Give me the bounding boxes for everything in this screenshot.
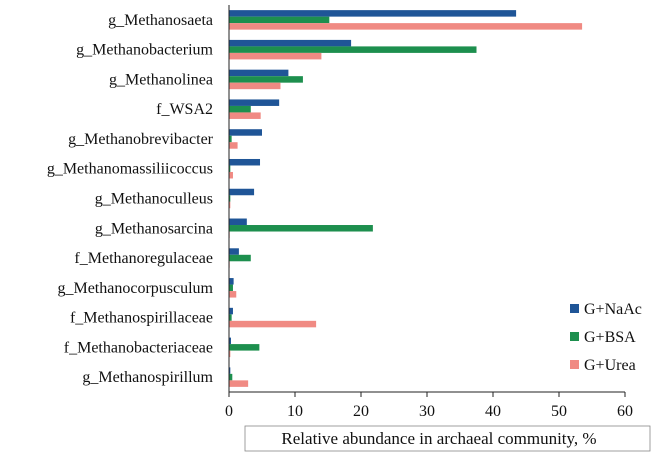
bar-g-naac-1 (229, 39, 352, 47)
category-label: g_Methanolinea (109, 71, 213, 88)
category-label: g_Methanobacterium (76, 42, 213, 59)
bar-g-urea-2 (229, 82, 281, 90)
category-label: f_Methanoregulaceae (74, 250, 213, 267)
category-label: g_Methanosarcina (95, 220, 213, 237)
legend-swatch-g-urea (570, 360, 579, 369)
bar-g-urea-5 (229, 171, 233, 179)
category-label: f_Methanobacteriaceae (64, 339, 213, 356)
bar-g-naac-6 (229, 188, 255, 196)
legend-label: G+Urea (584, 357, 636, 374)
category-label: g_Methanospirillum (82, 369, 213, 386)
bar-g-naac-12 (229, 367, 231, 374)
legend-swatch-g-naac (570, 304, 579, 313)
bar-g-urea-4 (229, 142, 238, 149)
x-tick-label: 20 (353, 403, 369, 420)
bar-g-naac-9 (229, 278, 234, 285)
bar-g-bsa-2 (229, 76, 303, 83)
x-tick-label: 0 (225, 403, 233, 420)
bar-g-naac-0 (229, 10, 517, 17)
bar-g-bsa-11 (229, 344, 260, 351)
x-axis-title: Relative abundance in archaeal community… (281, 429, 596, 448)
category-labels: g_Methanosaeta g_Methanobacterium g_Methan… (47, 12, 214, 386)
x-tick-label: 10 (287, 403, 303, 420)
bar-g-bsa-1 (229, 46, 477, 53)
bar-g-urea-10 (229, 320, 317, 328)
x-ticks: 0 10 20 30 40 50 60 (225, 392, 633, 420)
legend-label: G+BSA (584, 329, 636, 346)
category-label: g_Methanosaeta (108, 12, 213, 29)
bar-g-naac-2 (229, 69, 289, 77)
bar-g-urea-3 (229, 112, 261, 119)
category-label: g_Methanocorpusculum (57, 280, 213, 297)
category-label: g_Methanomassiliicoccus (47, 161, 213, 178)
bar-g-bsa-10 (229, 314, 232, 321)
x-axis-title-box (244, 425, 651, 452)
bar-g-bsa-7 (229, 225, 373, 232)
category-label: g_Methanobrevibacter (68, 131, 214, 148)
bar-g-urea-1 (229, 52, 322, 60)
bar-g-urea-12 (229, 380, 249, 387)
bar-g-naac-11 (229, 337, 231, 345)
x-tick-label: 40 (485, 403, 501, 420)
bar-g-naac-7 (229, 218, 247, 226)
bar-g-bsa-8 (229, 254, 251, 262)
bar-g-urea-11 (229, 350, 231, 358)
legend: G+NaAc G+BSA G+Urea (570, 301, 642, 374)
bars-group (229, 10, 583, 387)
x-tick-label: 50 (551, 403, 567, 420)
legend-swatch-g-bsa (570, 332, 579, 341)
bar-g-urea-0 (229, 23, 583, 30)
bar-g-urea-6 (229, 201, 231, 209)
bar-g-naac-5 (229, 158, 261, 166)
bar-g-naac-3 (229, 99, 280, 106)
bar-g-naac-4 (229, 129, 262, 136)
category-label: f_Methanospirillaceae (70, 310, 213, 327)
bar-g-urea-9 (229, 291, 237, 298)
category-label: g_Methanoculleus (95, 191, 213, 208)
bar-g-bsa-6 (229, 195, 231, 202)
bar-g-bsa-4 (229, 135, 232, 143)
bar-g-bsa-0 (229, 16, 330, 24)
legend-label: G+NaAc (584, 301, 642, 318)
bar-g-bsa-3 (229, 105, 251, 113)
x-tick-label: 60 (617, 403, 633, 420)
x-tick-label: 30 (419, 403, 435, 420)
bar-g-bsa-9 (229, 284, 233, 292)
bar-g-naac-10 (229, 307, 233, 315)
category-label: f_WSA2 (156, 101, 213, 118)
bar-g-naac-8 (229, 248, 239, 255)
bar-g-bsa-5 (229, 165, 231, 172)
bar-g-bsa-12 (229, 373, 233, 381)
